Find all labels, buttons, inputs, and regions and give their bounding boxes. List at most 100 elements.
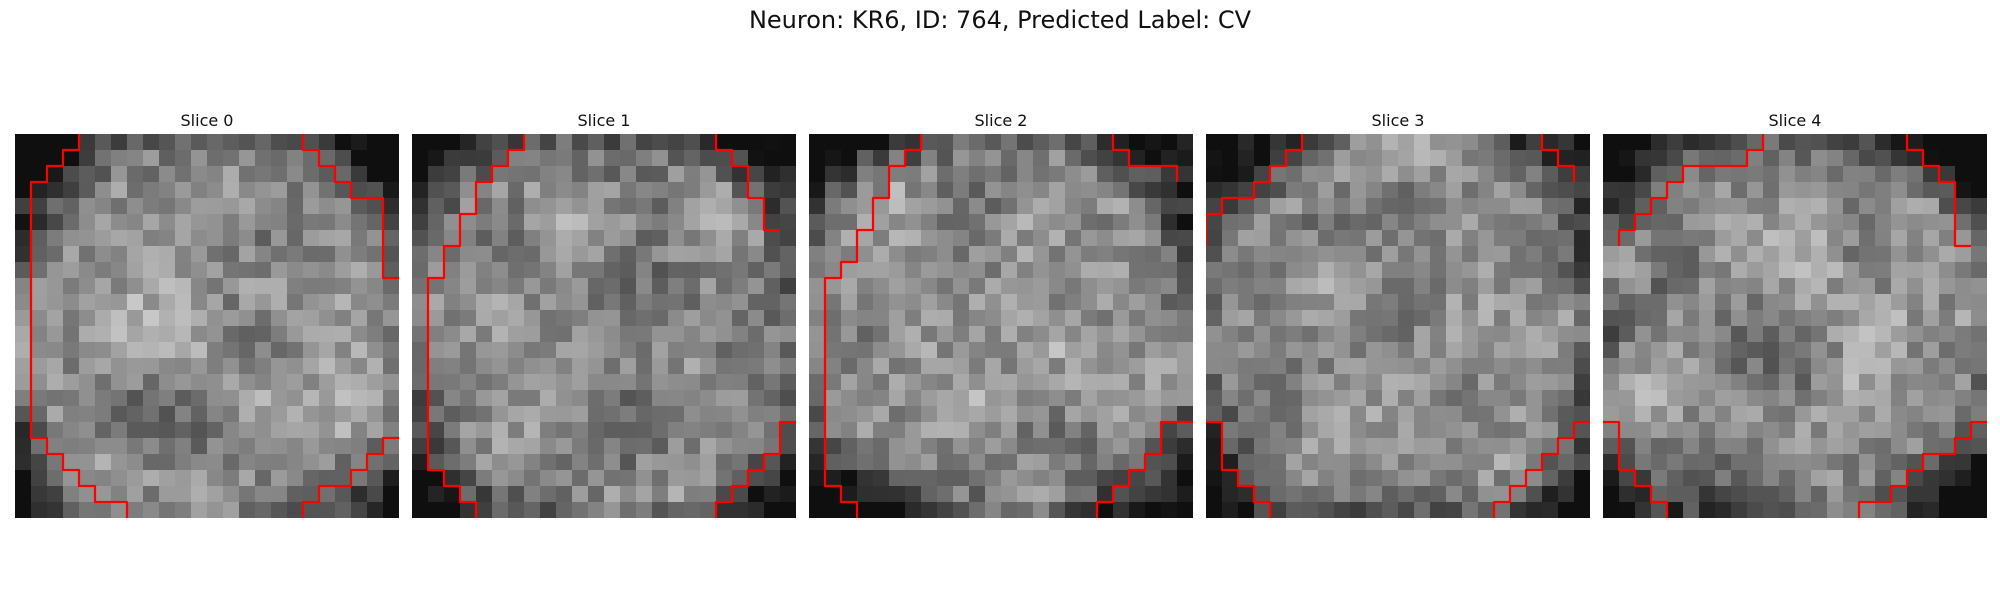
pixel <box>191 182 208 199</box>
segmentation-contour <box>1095 420 1193 518</box>
pixel <box>95 294 112 311</box>
pixel <box>1603 262 1620 279</box>
pixel <box>1382 230 1399 247</box>
pixel <box>428 198 445 215</box>
pixel <box>716 310 733 327</box>
pixel <box>873 214 890 231</box>
pixel <box>1270 214 1287 231</box>
pixel <box>159 214 176 231</box>
pixel <box>985 262 1002 279</box>
pixel <box>127 134 144 151</box>
pixel <box>271 262 288 279</box>
pixel <box>444 134 461 151</box>
pixel <box>652 374 669 391</box>
pixel <box>1795 166 1812 183</box>
pixel <box>223 310 240 327</box>
pixel <box>79 454 96 471</box>
pixel <box>1065 150 1082 167</box>
pixel <box>1526 486 1543 503</box>
pixel <box>239 182 256 199</box>
pixel <box>873 406 890 423</box>
pixel <box>1907 454 1924 471</box>
pixel <box>175 438 192 455</box>
pixel <box>1033 214 1050 231</box>
pixel <box>1414 486 1431 503</box>
pixel <box>524 134 541 151</box>
pixel <box>1049 422 1066 439</box>
pixel <box>239 310 256 327</box>
pixel <box>540 390 557 407</box>
pixel <box>1286 214 1303 231</box>
pixel <box>1238 182 1255 199</box>
pixel <box>271 230 288 247</box>
pixel <box>15 438 32 455</box>
segmentation-contour <box>1111 134 1179 182</box>
pixel <box>367 150 384 167</box>
pixel <box>905 454 922 471</box>
pixel <box>1635 262 1652 279</box>
pixel <box>15 198 32 215</box>
pixel <box>764 342 781 359</box>
pixel <box>1398 214 1415 231</box>
pixel <box>1414 390 1431 407</box>
pixel <box>1238 454 1255 471</box>
pixel <box>1033 486 1050 503</box>
pixel <box>748 294 765 311</box>
pixel <box>1446 438 1463 455</box>
pixel <box>1462 470 1479 487</box>
pixel <box>255 166 272 183</box>
pixel <box>1017 310 1034 327</box>
pixel <box>412 486 429 503</box>
pixel <box>1222 358 1239 375</box>
pixel <box>239 278 256 295</box>
pixel <box>1033 278 1050 295</box>
pixel <box>111 166 128 183</box>
pixel <box>1651 278 1668 295</box>
contour-group <box>29 134 399 518</box>
pixel <box>476 166 493 183</box>
pixel <box>700 294 717 311</box>
pixel <box>1286 134 1303 151</box>
pixel <box>1795 310 1812 327</box>
pixel <box>1843 214 1860 231</box>
pixel <box>1049 374 1066 391</box>
pixel <box>508 262 525 279</box>
contour-group <box>426 134 796 518</box>
pixel <box>1731 278 1748 295</box>
pixel <box>1414 406 1431 423</box>
pixel <box>969 326 986 343</box>
pixel <box>684 278 701 295</box>
pixel <box>1081 166 1098 183</box>
pixel <box>1603 470 1620 487</box>
pixel <box>1462 150 1479 167</box>
pixel <box>287 310 304 327</box>
pixel <box>1494 502 1511 518</box>
pixel <box>508 422 525 439</box>
pixel <box>1939 374 1956 391</box>
pixel <box>31 278 48 295</box>
pixel <box>1350 262 1367 279</box>
pixel <box>841 230 858 247</box>
pixel <box>1971 390 1987 407</box>
pixel <box>1318 326 1335 343</box>
pixel <box>1001 182 1018 199</box>
pixel <box>873 454 890 471</box>
pixel <box>889 406 906 423</box>
slice-title: Slice 1 <box>577 111 631 130</box>
pixel <box>239 454 256 471</box>
pixel <box>1001 422 1018 439</box>
pixel <box>1494 390 1511 407</box>
pixel <box>1286 198 1303 215</box>
pixel <box>1811 198 1828 215</box>
pixel <box>95 182 112 199</box>
pixel <box>1001 214 1018 231</box>
pixel <box>873 134 890 151</box>
pixel <box>1603 502 1620 518</box>
pixel <box>889 278 906 295</box>
pixel <box>1779 150 1796 167</box>
pixel <box>652 310 669 327</box>
pixel <box>444 310 461 327</box>
pixel <box>335 502 352 518</box>
pixel <box>319 198 336 215</box>
pixel <box>1875 342 1892 359</box>
